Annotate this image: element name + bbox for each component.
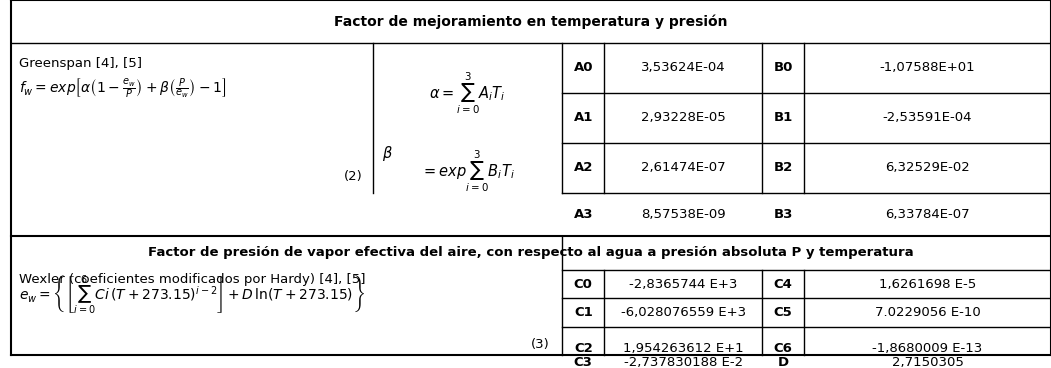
Text: C6: C6 xyxy=(774,342,792,355)
Text: Greenspan [4], [5]: Greenspan [4], [5] xyxy=(19,57,142,70)
Text: A1: A1 xyxy=(574,112,593,124)
Text: -2,737830188 E-2: -2,737830188 E-2 xyxy=(623,356,743,368)
Text: 1,954263612 E+1: 1,954263612 E+1 xyxy=(623,342,743,355)
Text: 2,7150305: 2,7150305 xyxy=(891,356,964,368)
Text: C5: C5 xyxy=(774,306,792,319)
Text: C0: C0 xyxy=(574,277,593,290)
Text: C1: C1 xyxy=(574,306,593,319)
Text: C2: C2 xyxy=(574,342,593,355)
Text: $e_w = \left\{\left[\sum_{i=0}^{6} Ci\,(T + 273.15)^{i-2}\right] + D\,\ln(T + 27: $e_w = \left\{\left[\sum_{i=0}^{6} Ci\,(… xyxy=(19,273,365,316)
Text: 6,32529E-02: 6,32529E-02 xyxy=(885,162,970,174)
Text: 2,93228E-05: 2,93228E-05 xyxy=(641,112,725,124)
Text: (2): (2) xyxy=(344,170,363,183)
Text: Factor de mejoramiento en temperatura y presión: Factor de mejoramiento en temperatura y … xyxy=(334,14,727,29)
Text: B0: B0 xyxy=(774,61,792,74)
Text: -1,8680009 E-13: -1,8680009 E-13 xyxy=(872,342,983,355)
Text: $f_w = exp\left[\alpha\left(1 - \frac{e_w}{P}\right) + \beta\left(\frac{P}{e_w}\: $f_w = exp\left[\alpha\left(1 - \frac{e_… xyxy=(19,77,226,102)
Text: -2,53591E-04: -2,53591E-04 xyxy=(883,112,972,124)
Text: 1,6261698 E-5: 1,6261698 E-5 xyxy=(879,277,976,290)
Text: A0: A0 xyxy=(574,61,593,74)
Text: B2: B2 xyxy=(774,162,792,174)
Text: (3): (3) xyxy=(531,338,550,351)
Text: $\beta$: $\beta$ xyxy=(382,144,392,163)
Text: 8,57538E-09: 8,57538E-09 xyxy=(641,208,725,221)
Text: B1: B1 xyxy=(774,112,792,124)
Text: A3: A3 xyxy=(574,208,593,221)
Text: D: D xyxy=(778,356,788,368)
Text: Wexler (coeficientes modificados por Hardy) [4], [5]: Wexler (coeficientes modificados por Har… xyxy=(19,273,366,286)
Text: 7.0229056 E-10: 7.0229056 E-10 xyxy=(874,306,981,319)
Text: 2,61474E-07: 2,61474E-07 xyxy=(641,162,725,174)
Text: 3,53624E-04: 3,53624E-04 xyxy=(641,61,725,74)
Text: B3: B3 xyxy=(774,208,792,221)
Text: A2: A2 xyxy=(574,162,593,174)
Text: -1,07588E+01: -1,07588E+01 xyxy=(880,61,975,74)
Text: 6,33784E-07: 6,33784E-07 xyxy=(885,208,970,221)
Text: $= exp\sum_{i=0}^{3} B_i T_i$: $= exp\sum_{i=0}^{3} B_i T_i$ xyxy=(420,149,515,194)
Text: C4: C4 xyxy=(774,277,792,290)
Text: Factor de presión de vapor efectiva del aire, con respecto al agua a presión abs: Factor de presión de vapor efectiva del … xyxy=(148,246,913,259)
Text: C3: C3 xyxy=(574,356,593,368)
Text: $\alpha = \sum_{i=0}^{3} A_i T_i$: $\alpha = \sum_{i=0}^{3} A_i T_i$ xyxy=(430,70,506,116)
Text: -6,028076559 E+3: -6,028076559 E+3 xyxy=(620,306,746,319)
Text: -2,8365744 E+3: -2,8365744 E+3 xyxy=(628,277,738,290)
